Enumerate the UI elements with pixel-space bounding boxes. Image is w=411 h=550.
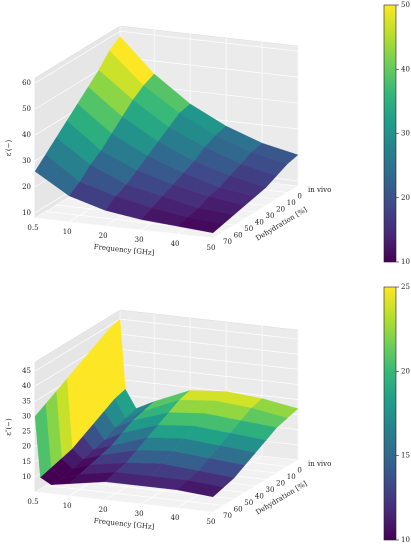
z-tick-label: 15 [22, 458, 31, 466]
z-tick-label: 25 [22, 428, 31, 436]
colorbar-tick-label: 40 [401, 65, 410, 73]
z-tick-label: 20 [22, 443, 31, 451]
y-tick-label: 50 [244, 499, 253, 507]
x-axis-label: Frequency [GHz] [93, 517, 155, 531]
colorbar-tick-label: 25 [401, 283, 410, 291]
x-axis-label: Frequency [GHz] [93, 243, 155, 257]
z-tick-label: 30 [22, 157, 31, 165]
y-tick-label: 20 [276, 206, 285, 214]
grid-line [45, 485, 224, 506]
colorbar [383, 286, 397, 541]
x-tick-label: 10 [63, 502, 72, 510]
z-tick-label: 40 [22, 131, 31, 139]
z-axis-label: ε″(−) [5, 418, 13, 436]
x-tick-label: 50 [207, 244, 216, 252]
y-tick-label: 10 [287, 473, 296, 481]
grid-line [34, 217, 214, 239]
y-tick-label: 10 [287, 199, 296, 207]
z-axis-label: ε′(−) [5, 139, 13, 156]
y-tick-label: 60 [234, 506, 243, 514]
x-tick-label: 10 [63, 228, 72, 236]
y-tick-label: 50 [244, 225, 253, 233]
x-tick-label: 0.5 [27, 498, 38, 506]
y-tick-label: in vivo [308, 460, 331, 468]
colorbar-tick-label: 20 [401, 194, 410, 202]
x-tick-label: 20 [99, 232, 108, 240]
z-tick-label: 20 [22, 183, 31, 191]
z-tick-label: 50 [22, 105, 31, 113]
x-tick-label: 40 [171, 240, 180, 248]
y-tick-label: 30 [266, 486, 275, 494]
y-tick-label: 40 [255, 493, 264, 501]
surface-patch [176, 216, 224, 233]
y-tick-label: 0 [297, 193, 301, 201]
y-tick-label: 20 [276, 480, 285, 488]
y-tick-label: 0 [297, 467, 301, 475]
z-tick-label: 45 [22, 367, 31, 375]
y-tick-label: in vivo [308, 186, 331, 194]
z-tick-label: 35 [22, 397, 31, 405]
colorbar [383, 4, 397, 263]
y-tick-label: 70 [223, 238, 232, 246]
y-tick-label: 30 [266, 212, 275, 220]
colorbar-tick-label: 10 [401, 536, 410, 544]
y-tick-label: 70 [223, 512, 232, 520]
grid-line [34, 491, 214, 513]
z-tick-label: 60 [22, 79, 31, 87]
x-tick-label: 20 [99, 506, 108, 514]
x-tick-label: 50 [207, 518, 216, 526]
x-tick-label: 40 [171, 514, 180, 522]
colorbar-tick-label: 10 [401, 258, 410, 266]
x-tick-label: 30 [135, 236, 144, 244]
z-tick-label: 10 [22, 473, 31, 481]
y-tick-label: 40 [255, 219, 264, 227]
colorbar-tick-label: 15 [401, 452, 410, 460]
surface-patch [176, 480, 224, 498]
z-tick-label: 30 [22, 412, 31, 420]
x-tick-label: 30 [135, 510, 144, 518]
z-tick-label: 40 [22, 382, 31, 390]
colorbar-tick-label: 50 [401, 1, 410, 9]
x-tick-label: 0.5 [27, 224, 38, 232]
z-tick-label: 10 [22, 209, 31, 217]
colorbar-tick-label: 30 [401, 130, 410, 138]
y-tick-label: 60 [234, 232, 243, 240]
colorbar-tick-label: 20 [401, 367, 410, 375]
